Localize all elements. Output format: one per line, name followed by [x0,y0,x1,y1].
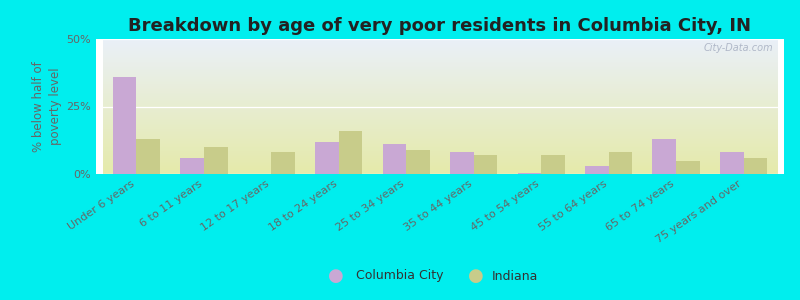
Bar [180,158,204,174]
Bar [382,144,406,174]
Bar [450,152,474,174]
Bar [406,150,430,174]
Text: ●: ● [328,267,344,285]
Bar [137,139,160,174]
Bar [518,173,541,174]
Bar [720,152,743,174]
Bar [676,160,700,174]
Title: Breakdown by age of very poor residents in Columbia City, IN: Breakdown by age of very poor residents … [129,17,751,35]
Y-axis label: % below half of
poverty level: % below half of poverty level [32,61,62,152]
Text: Columbia City: Columbia City [356,269,443,283]
Text: ●: ● [468,267,484,285]
Bar [609,152,632,174]
Bar [271,152,295,174]
Bar [541,155,565,174]
Bar [315,142,339,174]
Bar [339,131,362,174]
Text: City-Data.com: City-Data.com [704,43,774,53]
Bar [653,139,676,174]
Bar [743,158,767,174]
Text: Indiana: Indiana [492,269,538,283]
Bar [204,147,227,174]
Bar [585,166,609,174]
Bar [113,77,137,174]
Bar [474,155,498,174]
